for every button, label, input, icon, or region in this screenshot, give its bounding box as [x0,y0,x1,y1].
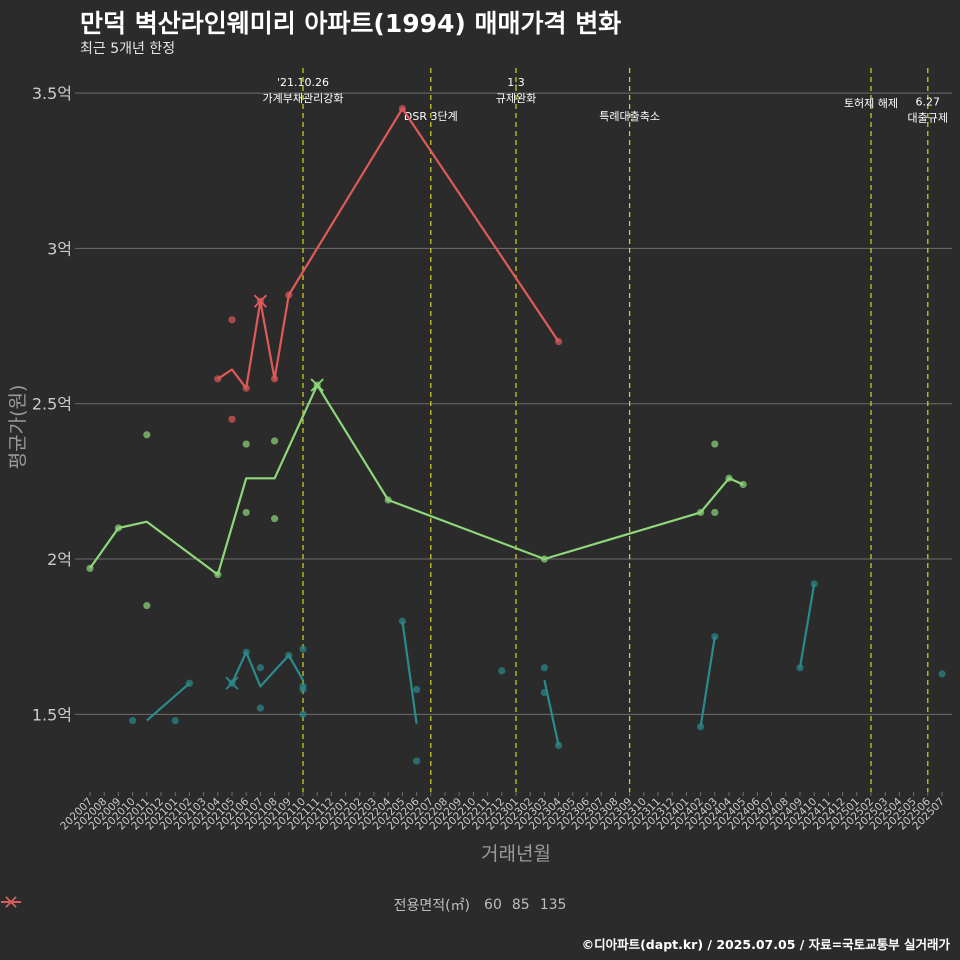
data-point-135 [228,415,236,423]
data-point-60 [711,633,719,641]
data-point-60 [129,716,137,725]
series-line-60 [401,620,418,724]
data-point-60 [171,716,179,725]
data-point-60 [256,704,264,712]
data-point-85 [242,440,250,448]
y-tick-label: 2.5억 [32,395,72,414]
policy-annotation: DSR 3단계 [404,110,458,123]
chart-title: 만덕 벽산라인웨미리 아파트(1994) 매매가격 변화 [80,9,622,38]
data-point-60 [540,664,549,672]
series-line-60 [230,651,304,688]
policy-annotation: 6.27 대출규제 [908,96,948,125]
y-tick-label: 3억 [47,239,72,258]
data-point-60 [299,685,307,694]
data-point-85 [143,602,151,610]
series-line-135 [217,107,560,390]
data-point-60 [555,741,563,750]
policy-annotation: 특례대출축소 [599,110,660,123]
data-point-60 [938,670,946,678]
legend-label-85: 85 [511,897,530,913]
legend-swatch-135 [1,896,21,908]
peak-marker-60 [225,676,239,690]
legend-label-60: 60 [484,897,502,913]
data-point-60 [413,685,421,694]
data-point-60 [299,645,307,653]
y-tick-label: 3.5억 [32,84,72,103]
peak-marker-135 [253,294,268,308]
data-point-85 [271,515,279,523]
series-line-85 [89,384,744,576]
series-line-60 [146,682,191,722]
y-tick-label: 1.5억 [32,705,72,724]
policy-annotation: '21.10.26 가계부채관리강화 [263,76,344,105]
data-point-85 [242,508,250,517]
data-point-60 [498,667,506,675]
data-point-60 [413,757,421,765]
data-point-85 [271,437,279,445]
legend-title: 전용면적(㎡) [393,898,471,914]
data-point-60 [299,710,307,718]
data-point-60 [810,580,818,588]
legend-item-135: 135 [1,896,567,913]
policy-annotation: 1.3 규제완화 [496,76,536,105]
chart-caption: ©디아파트(dapt.kr) / 2025.07.05 / 자료=국토교통부 실… [581,937,950,952]
series-line-60 [543,679,560,746]
data-point-135 [228,316,236,324]
data-point-85 [143,431,151,439]
legend-label-135: 135 [539,897,567,913]
data-point-60 [796,664,804,672]
policy-annotation: 토허제 해제 [844,96,898,110]
legend-item-85: 85 [1,896,530,913]
data-point-85 [711,440,719,448]
data-point-85 [711,508,719,517]
legend-item-60: 60 [1,896,502,913]
y-axis-title: 평균가(원) [7,385,29,470]
data-point-60 [256,664,264,672]
chart-subtitle: 최근 5개년 한정 [80,41,176,57]
peak-marker-85 [310,378,324,392]
x-axis-title: 거래년월 [481,843,551,865]
legend: 전용면적(㎡) 60 85 135 [0,895,960,915]
series-line-60 [699,636,716,727]
y-tick-label: 2억 [47,550,72,569]
series-line-60 [798,583,816,668]
